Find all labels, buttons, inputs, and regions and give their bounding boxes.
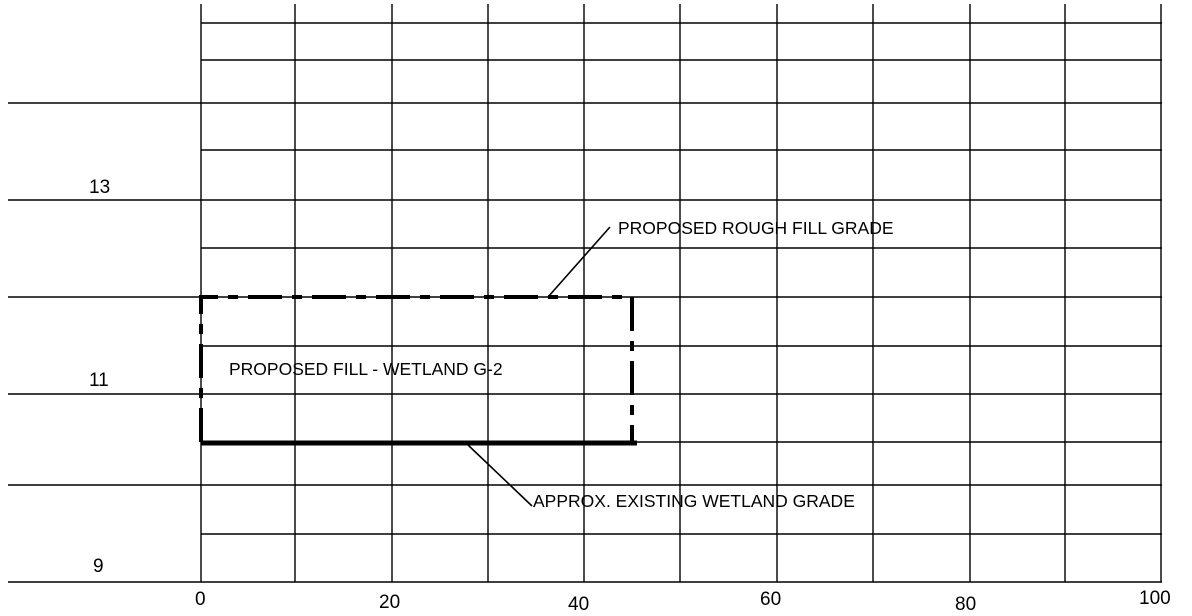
station-label-60: 60 [760,589,781,610]
proposed-rough-fill-grade-line [199,295,634,442]
existing-grade-leader [467,444,533,507]
rough-fill-leader [547,226,611,298]
station-label-40: 40 [568,594,589,615]
elevation-label-9: 9 [93,556,104,577]
station-label-100: 100 [1139,588,1171,609]
rough-fill-grade-label: PROPOSED ROUGH FILL GRADE [618,218,894,238]
station-label-80: 80 [955,594,976,615]
station-label-0: 0 [195,589,206,610]
elevation-label-13: 13 [89,177,110,198]
station-label-20: 20 [379,592,400,613]
fill-area-label: PROPOSED FILL - WETLAND G-2 [229,359,503,379]
elevation-label-11: 11 [89,370,109,391]
existing-grade-label: APPROX. EXISTING WETLAND GRADE [533,491,855,511]
